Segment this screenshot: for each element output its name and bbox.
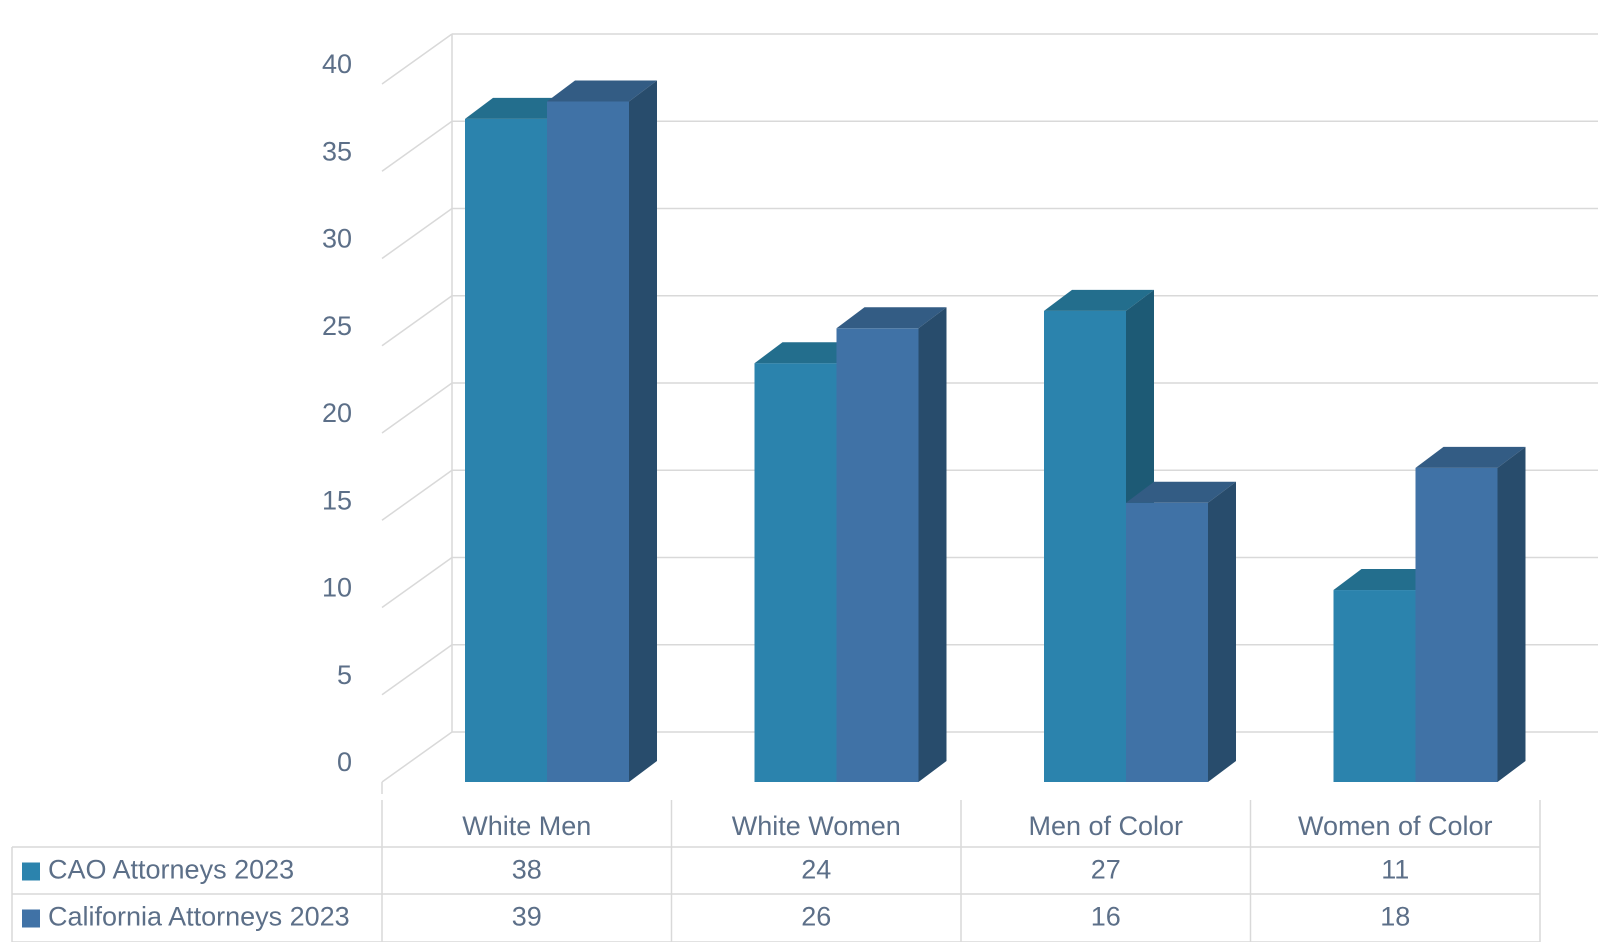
y-tick-label: 15 — [322, 485, 352, 515]
table-value: 27 — [1091, 855, 1121, 885]
y-axis: 0 5 10 15 20 25 30 35 40 — [322, 49, 352, 777]
category-label: Men of Color — [1028, 811, 1183, 841]
legend-key-california — [22, 909, 40, 928]
gridline-diagonal — [381, 207, 453, 260]
y-tick-label: 10 — [322, 573, 352, 603]
legend-key-cao — [22, 862, 40, 881]
y-tick-label: 20 — [322, 398, 352, 428]
legend-label: California Attorneys 2023 — [48, 902, 350, 932]
bar-top — [547, 80, 657, 102]
bar-side — [1497, 446, 1526, 782]
bar-front — [754, 363, 837, 782]
bar-side — [1208, 481, 1236, 782]
bar-california-3 — [1415, 446, 1526, 782]
bar-side — [918, 307, 947, 782]
y-tick-label: 40 — [322, 49, 352, 79]
gridline-diagonal — [381, 469, 453, 521]
gridline-diagonal — [381, 556, 453, 609]
bar-top — [1126, 481, 1236, 503]
category-label: Women of Color — [1298, 811, 1493, 841]
y-tick-label: 5 — [337, 660, 352, 690]
bar-front — [1333, 590, 1416, 782]
y-tick-label: 30 — [322, 224, 352, 254]
bar-california-1 — [836, 307, 947, 782]
bar-front — [1044, 310, 1126, 782]
bar-front — [465, 118, 547, 782]
bar-california-0 — [547, 80, 657, 782]
legend-label: CAO Attorneys 2023 — [48, 855, 294, 885]
gridline-diagonal — [381, 295, 453, 347]
table-value: 18 — [1380, 902, 1410, 932]
bar-front — [1415, 467, 1498, 782]
table-value: 26 — [801, 902, 831, 932]
bar-front — [547, 101, 629, 782]
bar-top — [836, 307, 947, 329]
gridline-diagonal — [381, 731, 453, 783]
bar-top — [1415, 446, 1526, 468]
table-value: 11 — [1381, 855, 1409, 885]
category-label: White Women — [732, 811, 901, 841]
data-table: White Men White Women Men of Color Women of… — [11, 800, 1541, 942]
category-label: White Men — [462, 811, 591, 841]
gridline-diagonal — [381, 644, 453, 696]
bar-california-2 — [1126, 481, 1236, 782]
bar-front — [1126, 502, 1208, 782]
bar-top — [1044, 289, 1154, 311]
table-value: 38 — [512, 855, 542, 885]
gridline-diagonal — [381, 120, 453, 172]
table-value: 24 — [801, 855, 831, 885]
gridline-diagonal — [381, 382, 453, 434]
bar-side — [629, 80, 657, 782]
table-value: 16 — [1091, 902, 1121, 932]
table-value: 39 — [512, 902, 542, 932]
bar-front — [836, 328, 919, 782]
y-tick-label: 25 — [322, 311, 352, 341]
bars — [465, 80, 1526, 782]
gridline-diagonal — [381, 33, 453, 85]
y-tick-label: 35 — [322, 136, 352, 166]
y-tick-label: 0 — [337, 747, 352, 777]
